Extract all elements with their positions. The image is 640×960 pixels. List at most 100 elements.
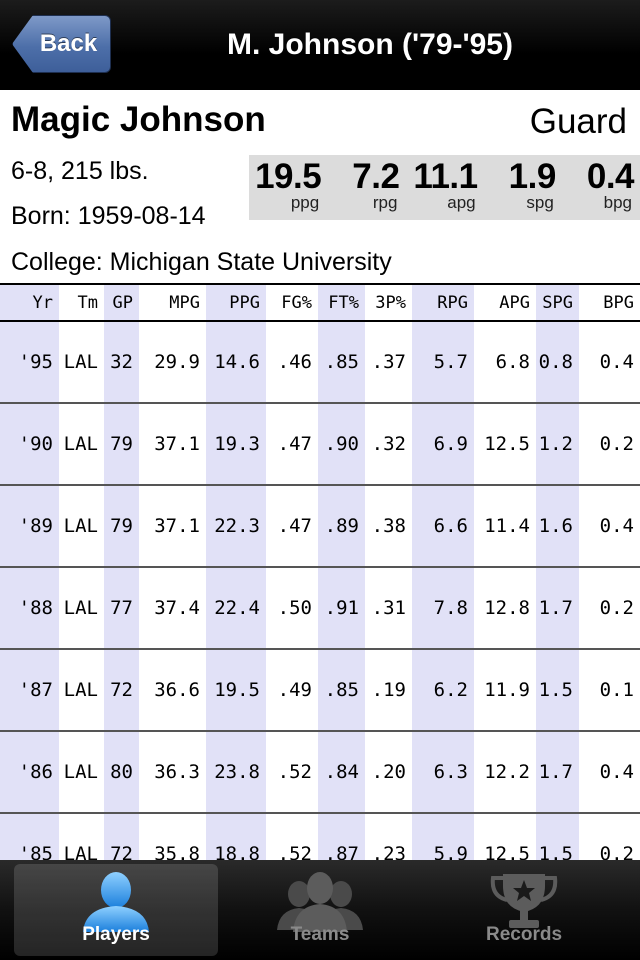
cell-ft-pct: .87 (318, 814, 365, 860)
tab-players[interactable]: Players (14, 864, 218, 956)
cell-tm: LAL (63, 351, 98, 373)
cell-apg: 11.4 (484, 515, 530, 537)
cell-apg: 12.5 (484, 843, 530, 860)
player-name: Magic Johnson (11, 100, 266, 139)
cell-mpg: 35.8 (154, 843, 200, 860)
cell-gp: 77 (104, 568, 139, 648)
career-stat-value: 1.9 (508, 157, 557, 196)
cell-3p-pct: .23 (371, 843, 406, 860)
cell-rpg: 7.8 (412, 568, 474, 648)
table-row[interactable]: '86 LAL 80 36.3 23.8 .52 .84 .20 6.3 12.2 1.7 0.4 (0, 732, 640, 814)
cell-ppg: 18.8 (206, 814, 266, 860)
cell-rpg: 5.9 (412, 814, 474, 860)
table-header: Yr Tm GP MPG PPG FG% FT% 3P% RPG APG SPG BPG (0, 283, 640, 322)
column-header-3p-pct[interactable]: 3P% (375, 292, 406, 313)
table-row[interactable]: '95 LAL 32 29.9 14.6 .46 .85 .37 5.7 6.8 0.8 0.4 (0, 322, 640, 404)
cell-ft-pct: .90 (318, 404, 365, 484)
cell-gp: 72 (104, 650, 139, 730)
cell-mpg: 36.3 (154, 761, 200, 783)
season-stats-table[interactable]: Yr Tm GP MPG PPG FG% FT% 3P% RPG APG SPG BPG '95 LAL… (0, 283, 640, 860)
cell-3p-pct: .37 (371, 351, 406, 373)
table-row[interactable]: '90 LAL 79 37.1 19.3 .47 .90 .32 6.9 12.5 1.2 0.2 (0, 404, 640, 486)
cell-rpg: 5.7 (412, 322, 474, 402)
cell-tm: LAL (63, 515, 98, 537)
player-birthdate: Born: 1959-08-14 (11, 202, 206, 230)
cell-ppg: 19.5 (206, 650, 266, 730)
tab-records[interactable]: Records (422, 864, 626, 956)
career-stat-bpg: 0.4 bpg (562, 155, 640, 220)
cell-ft-pct: .89 (318, 486, 365, 566)
cell-tm: LAL (63, 433, 98, 455)
column-header-tm[interactable]: Tm (77, 292, 98, 313)
column-header-rpg[interactable]: RPG (412, 285, 474, 320)
cell-tm: LAL (63, 597, 98, 619)
group-icon (277, 872, 363, 932)
column-header-yr[interactable]: Yr (0, 285, 59, 320)
column-header-ppg[interactable]: PPG (206, 285, 266, 320)
cell-spg: 1.5 (536, 650, 579, 730)
cell-spg: 1.5 (536, 814, 579, 860)
cell-mpg: 29.9 (154, 351, 200, 373)
cell-3p-pct: .31 (371, 597, 406, 619)
page-title: M. Johnson ('79-'95) (227, 28, 513, 61)
cell-rpg: 6.9 (412, 404, 474, 484)
tab-bar: Players Teams Records (0, 860, 640, 960)
cell-gp: 80 (104, 732, 139, 812)
column-header-ft-pct[interactable]: FT% (318, 285, 365, 320)
cell-3p-pct: .19 (371, 679, 406, 701)
cell-bpg: 0.2 (599, 843, 634, 860)
career-stat-value: 7.2 (352, 157, 400, 196)
table-row[interactable]: '87 LAL 72 36.6 19.5 .49 .85 .19 6.2 11.9 1.5 0.1 (0, 650, 640, 732)
cell-3p-pct: .38 (371, 515, 406, 537)
cell-ft-pct: .85 (318, 650, 365, 730)
back-button[interactable]: Back (12, 15, 111, 73)
player-position: Guard (529, 102, 627, 141)
cell-fg-pct: .52 (277, 843, 312, 860)
cell-fg-pct: .50 (277, 597, 312, 619)
column-header-bpg[interactable]: BPG (603, 292, 634, 313)
cell-tm: LAL (63, 843, 98, 860)
cell-ft-pct: .84 (318, 732, 365, 812)
player-college: College: Michigan State University (11, 248, 392, 276)
cell-bpg: 0.4 (599, 515, 634, 537)
column-header-mpg[interactable]: MPG (169, 292, 200, 313)
cell-yr: '87 (0, 650, 59, 730)
cell-bpg: 0.2 (599, 433, 634, 455)
cell-mpg: 37.1 (154, 515, 200, 537)
table-row[interactable]: '85 LAL 72 35.8 18.8 .52 .87 .23 5.9 12.5 1.5 0.2 (0, 814, 640, 860)
cell-spg: 1.2 (536, 404, 579, 484)
tab-teams[interactable]: Teams (218, 864, 422, 956)
cell-tm: LAL (63, 679, 98, 701)
column-header-fg-pct[interactable]: FG% (281, 292, 312, 313)
cell-apg: 12.8 (484, 597, 530, 619)
cell-3p-pct: .20 (371, 761, 406, 783)
cell-3p-pct: .32 (371, 433, 406, 455)
navigation-bar: Back M. Johnson ('79-'95) (0, 0, 640, 90)
cell-yr: '86 (0, 732, 59, 812)
career-stat-value: 19.5 (255, 157, 322, 196)
tab-label: Records (485, 924, 563, 945)
person-icon (83, 872, 149, 932)
cell-fg-pct: .46 (277, 351, 312, 373)
career-stat-ppg: 19.5 ppg (249, 155, 327, 220)
cell-spg: 1.7 (536, 568, 579, 648)
column-header-apg[interactable]: APG (499, 292, 530, 313)
career-stat-rpg: 7.2 rpg (327, 155, 405, 220)
column-header-spg[interactable]: SPG (536, 285, 579, 320)
career-stat-value: 11.1 (413, 157, 478, 196)
tab-label: Players (82, 924, 150, 945)
cell-yr: '89 (0, 486, 59, 566)
cell-mpg: 37.4 (154, 597, 200, 619)
career-averages: 19.5 ppg 7.2 rpg 11.1 apg 1.9 spg 0.4 bp… (249, 155, 640, 220)
tab-label: Teams (290, 924, 350, 945)
table-row[interactable]: '88 LAL 77 37.4 22.4 .50 .91 .31 7.8 12.8 1.7 0.2 (0, 568, 640, 650)
career-stat-unit: spg (526, 193, 554, 212)
table-row[interactable]: '89 LAL 79 37.1 22.3 .47 .89 .38 6.6 11.4 1.6 0.4 (0, 486, 640, 568)
cell-bpg: 0.2 (599, 597, 634, 619)
cell-ppg: 19.3 (206, 404, 266, 484)
cell-bpg: 0.4 (599, 761, 634, 783)
column-header-gp[interactable]: GP (104, 285, 139, 320)
career-stat-apg: 11.1 apg (405, 155, 483, 220)
cell-ppg: 23.8 (206, 732, 266, 812)
career-stat-value: 0.4 (586, 157, 635, 196)
